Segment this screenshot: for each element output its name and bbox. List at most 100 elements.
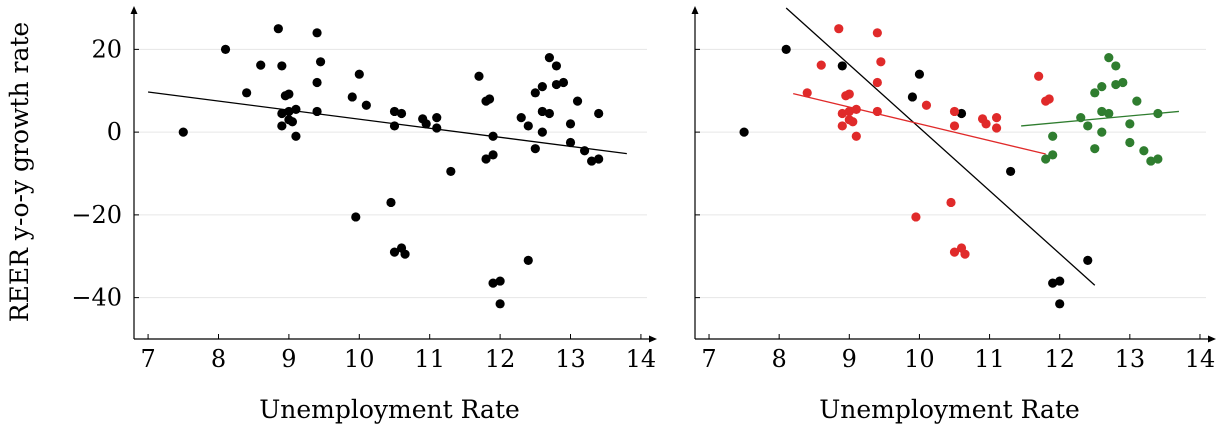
scatter-point-s0-2 [242,88,252,98]
x-tick-label-0: 7 [140,345,155,373]
scatter-point-s0-0 [178,127,188,137]
scatter-point-s1-16 [911,212,921,222]
scatter-point-s2-14 [1118,77,1128,88]
scatter-point-s0-50 [537,106,547,117]
scatter-point-s0-41 [488,278,498,288]
x-tick-label-2: 9 [281,345,296,373]
x-tick-label-6: 13 [555,345,586,373]
x-axis-arrow [1208,335,1216,343]
y-axis-arrow [691,6,699,14]
scatter-point-s0-54 [551,61,562,71]
scatter-point-s0-32 [432,113,442,123]
x-tick-label-5: 12 [485,345,516,373]
scatter-point-s0-1 [220,44,231,54]
x-tick-label-3: 10 [904,345,935,373]
scatter-point-s0-9 [284,89,294,99]
scatter-point-s0-63 [594,154,604,164]
y-tick-label-1: −20 [71,201,122,229]
scatter-point-s0-22 [361,100,371,110]
scatter-point-s2-15 [1125,119,1135,129]
scatter-point-s0-7 [277,108,287,119]
scatter-point-s1-3 [837,121,847,131]
scatter-point-s1-19 [949,121,960,131]
scatter-point-s2-2 [1048,150,1058,160]
x-tick-label-1: 8 [772,345,787,373]
scatter-point-s1-1 [816,60,826,70]
scatter-point-s0-38 [484,94,495,104]
scatter-point-s0-34 [446,166,456,177]
scatter-point-s0-11 [284,106,294,117]
scatter-point-s2-1 [1048,131,1058,141]
scatter-point-s0-27 [389,247,400,257]
x-tick-label-7: 14 [1185,345,1216,373]
scatter-point-s1-18 [946,197,956,208]
scatter-point-s0-35 [474,71,484,81]
scatter-point-s2-10 [1104,53,1114,63]
scatter-point-s2-16 [1125,137,1135,148]
y-tick-label-3: 20 [91,35,122,63]
x-tick-label-5: 12 [1044,345,1075,373]
scatter-point-s0-9 [1055,299,1065,309]
scatter-point-s0-21 [354,69,364,79]
scatter-point-s2-20 [1153,108,1163,119]
scatter-point-s0-14 [291,104,301,114]
y-tick-label-2: 0 [107,118,122,146]
scatter-point-s2-5 [1090,144,1100,154]
scatter-point-s1-21 [949,247,960,257]
scatter-point-s1-28 [1034,71,1044,81]
scatter-point-s0-44 [516,113,526,123]
scatter-point-s0-40 [488,150,498,160]
scatter-point-s2-12 [1111,61,1121,71]
scatter-point-s0-23 [386,197,396,208]
scatter-point-s0-29 [400,249,410,259]
scatter-point-s0-13 [291,131,301,141]
scatter-point-s0-16 [315,57,326,67]
scatter-point-s0-5 [277,61,287,71]
fit-line-0 [785,7,1096,286]
x-tick-label-2: 9 [842,345,857,373]
x-tick-label-4: 11 [414,345,445,373]
scatter-point-s1-6 [844,89,854,99]
scatter-point-s1-14 [872,77,882,88]
y-axis-title: REER y-o-y growth rate [5,22,34,322]
scatter-point-s0-33 [432,123,442,133]
scatter-point-s0-61 [587,156,597,166]
scatter-point-s0-59 [572,96,583,106]
x-tick-label-1: 8 [211,345,226,373]
scatter-point-s2-9 [1097,127,1107,137]
scatter-point-s1-8 [844,106,854,117]
scatter-point-s0-46 [523,255,533,265]
x-tick-label-6: 13 [1115,345,1146,373]
scatter-point-s0-6 [277,121,287,131]
y-tick-label-0: −40 [71,284,122,312]
scatter-point-s0-8 [1055,276,1065,286]
scatter-point-s0-17 [312,77,322,88]
scatter-point-s1-0 [802,88,812,98]
x-tick-label-4: 11 [974,345,1005,373]
scatter-point-s2-19 [1146,156,1156,166]
x-axis-arrow [649,335,657,343]
scatter-point-s0-58 [565,137,576,148]
scatter-point-s2-13 [1111,79,1121,90]
scatter-point-s0-53 [544,108,554,119]
fit-line-1 [793,93,1046,155]
scatter-point-s1-26 [991,113,1002,123]
scatter-point-s0-24 [389,121,400,131]
scatter-point-s1-15 [872,106,882,117]
scatter-point-s0-5 [956,108,967,119]
scatter-point-s2-8 [1097,106,1107,117]
scatter-point-s0-57 [565,119,576,129]
scatter-point-s0-3 [907,92,918,102]
scatter-point-s0-4 [914,69,925,79]
scatter-point-s0-37 [481,154,491,164]
scatter-point-s1-17 [921,100,932,110]
scatter-point-s1-20 [949,106,960,117]
scatter-point-s0-4 [273,24,283,34]
scatter-point-s2-3 [1076,113,1086,123]
scatter-point-s0-1 [781,44,791,54]
scatter-point-s1-13 [876,57,886,67]
scatter-point-s2-7 [1097,82,1107,92]
scatter-point-s0-12 [287,117,298,127]
scatter-point-s0-31 [421,119,431,129]
